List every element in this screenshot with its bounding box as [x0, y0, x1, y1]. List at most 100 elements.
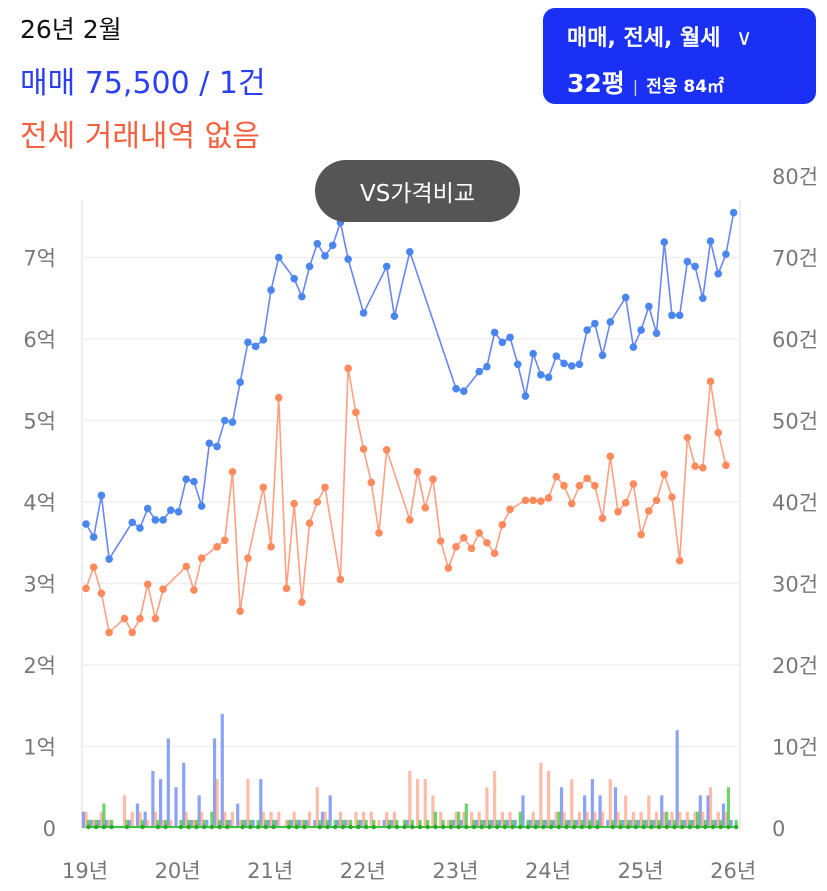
jeonse-point: [190, 586, 198, 594]
sale-point: [151, 516, 160, 524]
jeonse-volume-bar: [477, 811, 481, 828]
wolse-point: [417, 824, 423, 830]
jeonse-volume-bar: [554, 811, 558, 828]
divider: |: [632, 77, 639, 96]
wolse-volume-bar: [418, 819, 422, 828]
x-tick-label: 22년: [340, 859, 386, 883]
wolse-point: [626, 824, 631, 830]
wolse-volume-bar: [665, 811, 669, 828]
right-tick-label: 80건: [772, 165, 818, 189]
jeonse-point: [583, 474, 591, 483]
sale-volume-bar: [151, 770, 155, 828]
jeonse-volume-bar: [670, 811, 674, 828]
wolse-point: [94, 824, 99, 830]
wolse-point: [641, 824, 646, 830]
wolse-volume-bar: [449, 819, 453, 828]
jeonse-volume-bar: [593, 811, 597, 828]
sale-point: [475, 367, 484, 376]
wolse-point: [340, 824, 346, 830]
sale-point: [722, 250, 730, 259]
wolse-volume-bar: [672, 819, 677, 828]
wolse-volume-bar: [456, 811, 461, 828]
wolse-volume-bar: [734, 819, 738, 828]
pyeong-label: 32평: [567, 69, 625, 98]
wolse-volume-bar: [140, 819, 145, 828]
sale-point: [621, 293, 630, 302]
left-tick-label: 1억: [23, 736, 56, 760]
jeonse-point: [598, 514, 607, 523]
x-tick-label: 19년: [62, 859, 108, 883]
wolse-point: [525, 824, 531, 830]
right-tick-label: 30건: [772, 573, 818, 597]
sale-volume-bar: [320, 811, 325, 828]
wolse-volume-bar: [156, 819, 160, 828]
jeonse-point: [143, 580, 152, 589]
wolse-point: [433, 824, 438, 830]
jeonse-volume-bar: [485, 787, 489, 828]
sale-point: [583, 326, 591, 334]
sale-volume-bar: [683, 819, 687, 828]
sale-volume-bar: [297, 819, 301, 828]
left-tick-label: 7억: [23, 247, 56, 271]
wolse-volume-bar: [634, 819, 638, 828]
sale-point: [575, 360, 584, 369]
wolse-point: [556, 824, 562, 830]
wolse-point: [440, 824, 446, 830]
sale-point: [321, 252, 329, 260]
wolse-point: [479, 824, 484, 830]
jeonse-volume-bar: [716, 811, 720, 828]
trade-type-filter-button[interactable]: 매매, 전세, 월세 ∨ 32평 | 전용 84㎡: [543, 8, 816, 104]
wolse-volume-bar: [472, 819, 476, 828]
jeonse-point: [467, 544, 476, 553]
wolse-volume-bar: [241, 819, 245, 828]
wolse-volume-bar: [356, 819, 360, 828]
wolse-point: [633, 824, 639, 830]
sale-volume-bar: [660, 795, 664, 828]
left-tick-label: 2억: [23, 654, 56, 678]
wolse-point: [263, 824, 269, 830]
sale-point: [128, 518, 137, 527]
jeonse-point: [529, 496, 537, 505]
sale-point: [668, 311, 676, 320]
jeonse-volume-bar: [246, 779, 250, 828]
sale-volume-bar: [644, 819, 648, 828]
jeonse-point: [220, 536, 229, 545]
wolse-point: [201, 824, 207, 830]
jeonse-point: [506, 505, 514, 514]
sale-point: [390, 312, 399, 320]
wolse-point: [101, 824, 107, 830]
sale-point: [174, 507, 183, 516]
wolse-volume-bar: [441, 819, 445, 828]
wolse-point: [194, 824, 199, 830]
jeonse-point: [136, 614, 144, 623]
wolse-volume-bar: [719, 819, 723, 828]
sale-volume-bar: [166, 738, 170, 828]
wolse-point: [248, 824, 253, 830]
sale-volume-bar: [521, 795, 525, 828]
wolse-volume-bar: [487, 819, 492, 828]
jeonse-volume-bar: [346, 819, 350, 828]
sale-point: [143, 504, 152, 513]
wolse-point: [471, 824, 477, 830]
sale-volume-bar: [251, 819, 255, 828]
wolse-point: [294, 824, 299, 830]
jeonse-volume-bar: [377, 819, 381, 828]
jeonse-point: [706, 377, 715, 386]
jeonse-volume-bar: [315, 787, 319, 828]
vs-price-compare-button[interactable]: VS가격비교: [315, 160, 520, 222]
jeonse-volume-bar: [446, 819, 450, 828]
wolse-volume-bar: [503, 819, 507, 828]
jeonse-volume-bar: [354, 811, 358, 828]
wolse-volume-bar: [333, 819, 337, 828]
sale-volume-bar: [552, 819, 556, 828]
wolse-point: [572, 824, 577, 830]
sale-summary: 매매 75,500 / 1건: [20, 66, 266, 101]
jeonse-volume-bar: [562, 811, 566, 828]
wolse-volume-bar: [703, 819, 707, 828]
sale-volume-bar: [220, 713, 224, 828]
wolse-volume-bar: [410, 819, 414, 828]
jeonse-point: [444, 564, 453, 572]
wolse-point: [86, 824, 91, 830]
wolse-volume-bar: [580, 819, 584, 828]
